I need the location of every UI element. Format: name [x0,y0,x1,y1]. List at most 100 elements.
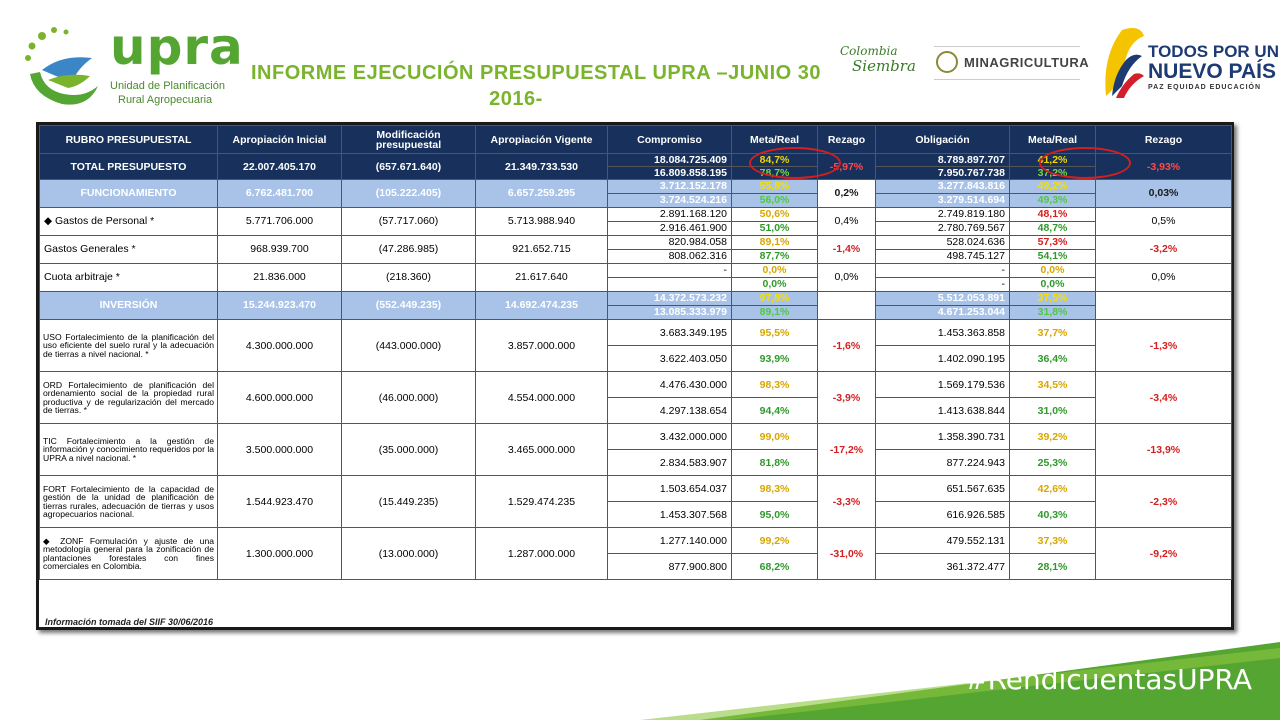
cell-obl: 5.512.053.891 [875,291,1010,306]
col-header: Rezago [1095,125,1232,154]
highlight-circle-obligacion [1039,147,1131,179]
cell-vig: 4.554.000.000 [475,371,608,424]
cell-meta: 50,6% [731,207,818,222]
cell-meta: 0,0% [1009,263,1096,278]
cell-comp: 4.297.138.654 [607,397,732,424]
cell-obl: 7.950.767.738 [875,166,1010,180]
cell-meta: 28,1% [1009,553,1096,580]
cell-comp: 2.916.461.900 [607,221,732,236]
cell-mod: (552.449.235) [341,291,476,320]
cell-obl: 479.552.131 [875,527,1010,554]
cell-obl: 1.358.390.731 [875,423,1010,450]
cell-rezago: -5,7% [1095,291,1232,320]
cell-comp: 808.062.316 [607,249,732,264]
cell-ini: 6.762.481.700 [217,179,342,208]
todos-por-un-nuevo-pais-logo: TODOS POR UN NUEVO PAÍS PAZ EQUIDAD EDUC… [1100,26,1279,98]
cell-ini: 1.300.000.000 [217,527,342,580]
cell-mod: (443.000.000) [341,319,476,372]
cell-meta: 99,2% [731,527,818,554]
cell-vig: 21.349.733.530 [475,153,608,180]
cell-meta: 56,0% [731,193,818,208]
cell-rezago: -3,4% [1095,371,1232,424]
cell-vig: 1.529.474.235 [475,475,608,528]
cell-rezago: -1,3% [1095,319,1232,372]
cell-comp: 16.809.858.195 [607,166,732,180]
cell-meta: 48,1% [1009,207,1096,222]
cell-meta: 39,2% [1009,423,1096,450]
cell-meta: 98,3% [731,475,818,502]
cell-comp: 3.724.524.216 [607,193,732,208]
row-label: INVERSIÓN [39,291,218,320]
cell-obl: 498.745.127 [875,249,1010,264]
todos-line-3: PAZ EQUIDAD EDUCACIÓN [1148,84,1262,91]
cell-rezago: -13,9% [1095,423,1232,476]
cell-meta: 81,8% [731,449,818,476]
col-header: RUBRO PRESUPUESTAL [39,125,218,154]
cell-rezago: 0,03% [1095,179,1232,208]
row-label: TOTAL PRESUPUESTO [39,153,218,180]
cell-rezago: 0,0% [1095,263,1232,292]
cell-comp: 18.084.725.409 [607,153,732,167]
cell-obl: 8.789.897.707 [875,153,1010,167]
col-header: Modificación presupuestal [341,125,476,154]
col-header: Compromiso [607,125,732,154]
cell-vig: 3.857.000.000 [475,319,608,372]
cell-obl: 1.453.363.858 [875,319,1010,346]
upra-logo: upra Unidad de Planificación Rural Agrop… [22,18,243,110]
cell-comp: 1.503.654.037 [607,475,732,502]
row-label: FUNCIONAMIENTO [39,179,218,208]
cell-obl: - [875,263,1010,278]
cell-obl: 651.567.635 [875,475,1010,502]
cell-meta: 37,5% [1009,291,1096,306]
cell-rezago: 0,4% [817,207,876,236]
cell-obl: 2.780.769.567 [875,221,1010,236]
colombia-siembra-logo: Colombia Siembra [838,44,928,80]
cell-meta: 36,4% [1009,345,1096,372]
cell-meta: 95,0% [731,501,818,528]
cell-rezago: -1,6% [817,319,876,372]
upra-subtitle-1: Unidad de Planificación [110,80,225,92]
col-header: Rezago [817,125,876,154]
table-row-zonf-2: 877.900.800 68,2% 361.372.477 28,1% [40,553,1232,580]
cell-obl: 877.224.943 [875,449,1010,476]
cell-rezago: -17,2% [817,423,876,476]
cell-comp: 1.453.307.568 [607,501,732,528]
cell-obl: 1.569.179.536 [875,371,1010,398]
cell-meta: 87,7% [731,249,818,264]
cell-rezago: -3,3% [817,475,876,528]
cell-meta: 31,8% [1009,305,1096,320]
cell-mod: (105.222.405) [341,179,476,208]
table-footnote: Información tomada del SIIF 30/06/2016 [45,617,214,627]
hashtag-rendicuentas: #RendicuentasUPRA [964,663,1252,696]
col-header: Apropiación Vigente [475,125,608,154]
cell-comp [607,277,732,292]
row-label: FORT Fortalecimiento de la capacidad de … [39,475,218,528]
cell-comp: 877.900.800 [607,553,732,580]
cell-meta: 95,5% [731,319,818,346]
cell-ini: 15.244.923.470 [217,291,342,320]
cell-obl: 528.024.636 [875,235,1010,250]
cell-meta: 40,3% [1009,501,1096,528]
cell-mod: (218.360) [341,263,476,292]
cell-obl: 1.402.090.195 [875,345,1010,372]
row-label: ORD Fortalecimiento de planificación del… [39,371,218,424]
todos-line-2: NUEVO PAÍS [1148,60,1276,83]
cell-obl: 1.413.638.844 [875,397,1010,424]
cell-meta: 49,2% [1009,179,1096,194]
cell-obl: 3.277.843.816 [875,179,1010,194]
budget-table: RUBRO PRESUPUESTAL Apropiación Inicial M… [39,125,1232,580]
cell-vig: 5.713.988.940 [475,207,608,236]
cell-mod: (57.717.060) [341,207,476,236]
cell-meta: 0,0% [1009,277,1096,292]
table-row-ord: ORD Fortalecimiento de planificación del… [39,371,1232,424]
cell-comp: 2.834.583.907 [607,449,732,476]
cell-mod: (46.000.000) [341,371,476,424]
table-header-row: RUBRO PRESUPUESTAL Apropiación Inicial M… [39,125,1232,154]
cell-vig: 21.617.640 [475,263,608,292]
colombia-siembra-text-2: Siembra [852,57,916,75]
cell-ini: 4.600.000.000 [217,371,342,424]
page-title: INFORME EJECUCIÓN PRESUPUESTAL UPRA –JUN… [236,60,836,112]
cell-comp: 3.622.403.050 [607,345,732,372]
cell-meta: 49,3% [1009,193,1096,208]
cell-meta: 57,3% [1009,235,1096,250]
